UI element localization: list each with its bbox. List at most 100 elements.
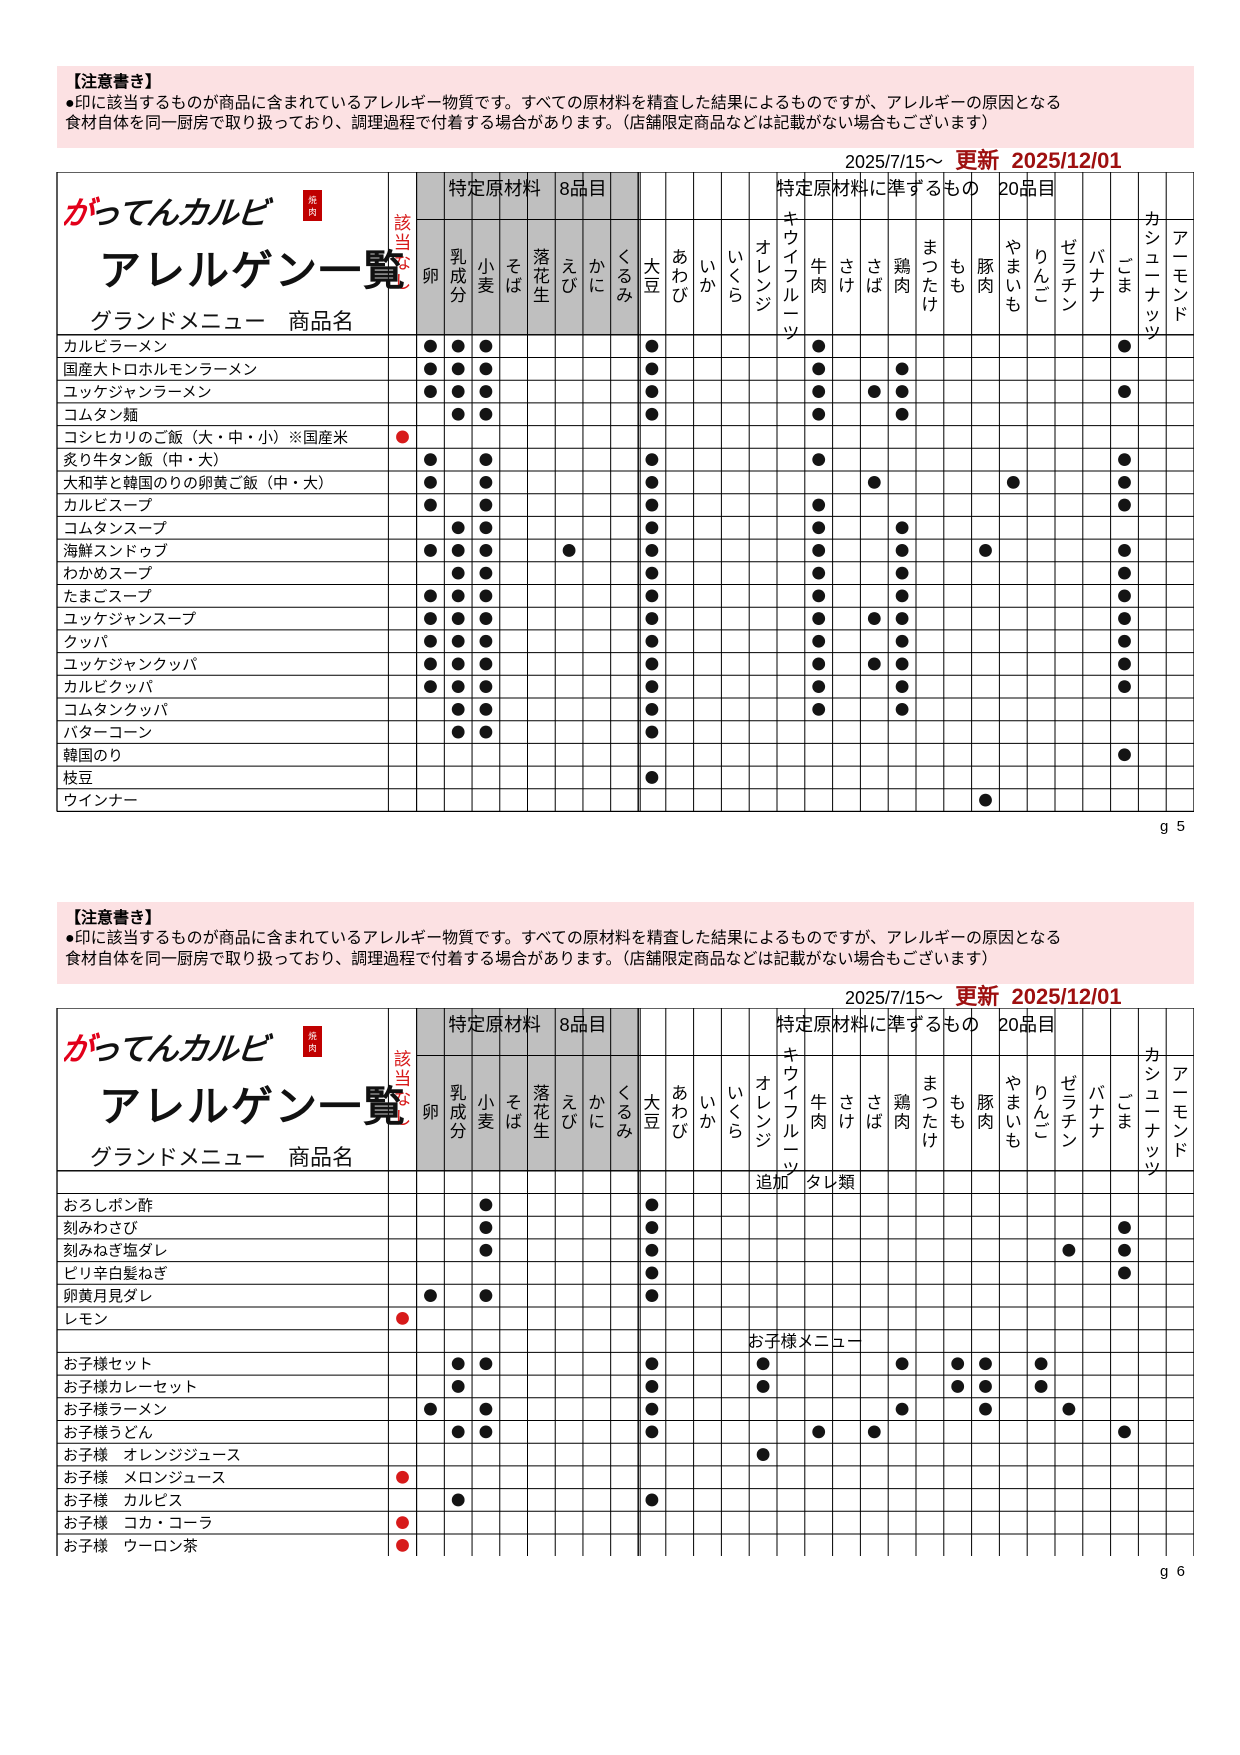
svg-text:い: い [727, 1084, 744, 1103]
svg-text:も: も [949, 1112, 966, 1131]
svg-text:落: 落 [533, 1084, 550, 1103]
svg-text:や: や [1005, 1074, 1022, 1093]
svg-text:く: く [616, 1084, 633, 1103]
svg-text:レモン: レモン [63, 1311, 108, 1328]
svg-text:生: 生 [533, 1122, 550, 1141]
svg-text:ん: ん [1033, 267, 1050, 286]
svg-text:ン: ン [755, 277, 772, 296]
svg-text:さ: さ [866, 1093, 883, 1112]
svg-text:肉: 肉 [810, 277, 827, 296]
svg-text:分: 分 [450, 286, 467, 305]
svg-text:刻みわさび: 刻みわさび [63, 1220, 138, 1237]
svg-text:コムタン麺: コムタン麺 [63, 407, 138, 424]
svg-text:モ: モ [1172, 1103, 1189, 1122]
svg-text:炙り牛タン飯（中・大）: 炙り牛タン飯（中・大） [63, 451, 228, 469]
svg-text:お子様メニュー: お子様メニュー [748, 1332, 863, 1351]
svg-text:ナ: ナ [1144, 1122, 1161, 1141]
svg-text:麦: 麦 [477, 277, 494, 296]
svg-text:か: か [588, 1093, 605, 1112]
svg-text:小: 小 [477, 258, 494, 277]
svg-text:バ: バ [1088, 1084, 1105, 1103]
svg-text:さ: さ [866, 258, 883, 277]
svg-text:キ: キ [782, 1046, 799, 1065]
svg-text:お子様 オレンジジュース: お子様 オレンジジュース [63, 1447, 241, 1464]
svg-text:ツ: ツ [782, 324, 799, 343]
svg-text:シ: シ [1144, 229, 1161, 248]
svg-text:い: い [699, 1093, 716, 1112]
svg-text:カルビスープ: カルビスープ [63, 498, 152, 515]
svg-text:ア: ア [1172, 229, 1189, 248]
svg-text:ー: ー [1144, 1103, 1161, 1122]
svg-text:オ: オ [755, 1074, 772, 1093]
svg-text:ユッケジャンクッパ: ユッケジャンクッパ [63, 657, 197, 674]
svg-text:け: け [921, 296, 938, 315]
svg-text:ジ: ジ [755, 296, 772, 315]
svg-text:フ: フ [782, 1103, 799, 1122]
svg-text:く: く [616, 248, 633, 267]
svg-text:レ: レ [755, 258, 772, 277]
svg-text:ピリ辛白髪ねぎ: ピリ辛白髪ねぎ [63, 1265, 168, 1282]
svg-text:ア: ア [1172, 1065, 1189, 1084]
svg-text:ナ: ナ [1088, 286, 1105, 305]
svg-text:お子様うどん: お子様うどん [63, 1424, 153, 1441]
svg-text:ま: ま [1005, 1093, 1022, 1112]
svg-text:ユッケジャンスープ: ユッケジャンスープ [63, 611, 196, 628]
svg-text:さ: さ [838, 258, 855, 277]
svg-text:わ: わ [671, 267, 688, 286]
svg-text:お子様 カルピス: お子様 カルピス [63, 1492, 183, 1509]
svg-text:け: け [921, 1131, 938, 1150]
svg-text:る: る [616, 267, 633, 286]
svg-text:ウ: ウ [782, 229, 799, 248]
svg-text:大和芋と韓国のりの卵黄ご飯（中・大）: 大和芋と韓国のりの卵黄ご飯（中・大） [63, 475, 333, 492]
svg-text:あ: あ [671, 1084, 688, 1103]
svg-text:ド: ド [1172, 305, 1189, 324]
svg-text:花: 花 [533, 1103, 550, 1122]
svg-text:ル: ル [782, 286, 799, 305]
svg-text:お子様 メロンジュース: お子様 メロンジュース [63, 1470, 226, 1487]
svg-text:ー: ー [782, 1141, 799, 1160]
svg-text:成: 成 [450, 267, 467, 286]
svg-text:乳: 乳 [450, 248, 467, 267]
svg-text:ラ: ラ [1060, 258, 1077, 277]
svg-text:ー: ー [1172, 1084, 1189, 1103]
svg-text:ゼ: ゼ [1060, 239, 1077, 258]
svg-text:コシヒカリのご飯（大・中・小）※国産米: コシヒカリのご飯（大・中・小）※国産米 [63, 430, 348, 447]
svg-text:牛: 牛 [810, 258, 827, 277]
svg-text:ご: ご [1033, 1122, 1050, 1141]
svg-text:や: や [1005, 239, 1022, 258]
svg-text:い: い [699, 258, 716, 277]
svg-text:る: る [616, 1103, 633, 1122]
svg-text:豆: 豆 [643, 277, 660, 296]
svg-text:い: い [1005, 1112, 1022, 1131]
svg-text:カ: カ [1144, 1046, 1161, 1065]
svg-text:豚: 豚 [977, 258, 994, 277]
svg-text:ー: ー [1144, 267, 1161, 286]
svg-text:ン: ン [755, 1112, 772, 1131]
svg-text:そ: そ [505, 258, 522, 277]
svg-text:分: 分 [450, 1122, 467, 1141]
svg-text:韓国のり: 韓国のり [63, 748, 123, 765]
svg-text:か: か [699, 277, 716, 296]
svg-text:肉: 肉 [977, 277, 994, 296]
svg-text:い: い [1005, 277, 1022, 296]
svg-text:ウインナー: ウインナー [63, 793, 138, 810]
svg-text:ってんカルビ: ってんカルビ [86, 1031, 274, 1067]
svg-text:え: え [561, 258, 578, 277]
svg-text:ま: ま [921, 1074, 938, 1093]
svg-text:チ: チ [1060, 1112, 1077, 1131]
svg-text:た: た [921, 1112, 938, 1131]
svg-text:ゼ: ゼ [1060, 1074, 1077, 1093]
svg-text:クッパ: クッパ [63, 634, 108, 651]
svg-text:肉: 肉 [810, 1112, 827, 1131]
svg-text:に: に [588, 1112, 605, 1131]
svg-text:肉: 肉 [977, 1112, 994, 1131]
svg-text:ま: ま [1116, 1112, 1133, 1131]
svg-text:も: も [949, 277, 966, 296]
svg-text:ま: ま [921, 239, 938, 258]
svg-text:ま: ま [1005, 258, 1022, 277]
svg-text:お子様 ウーロン茶: お子様 ウーロン茶 [63, 1538, 198, 1555]
svg-text:特定原材料に準ずるもの 20品目: 特定原材料に準ずるもの 20品目 [776, 1014, 1055, 1035]
svg-text:も: も [949, 258, 966, 277]
svg-text:ら: ら [727, 286, 744, 305]
svg-text:お子様 コカ・コーラ: お子様 コカ・コーラ [63, 1515, 213, 1532]
